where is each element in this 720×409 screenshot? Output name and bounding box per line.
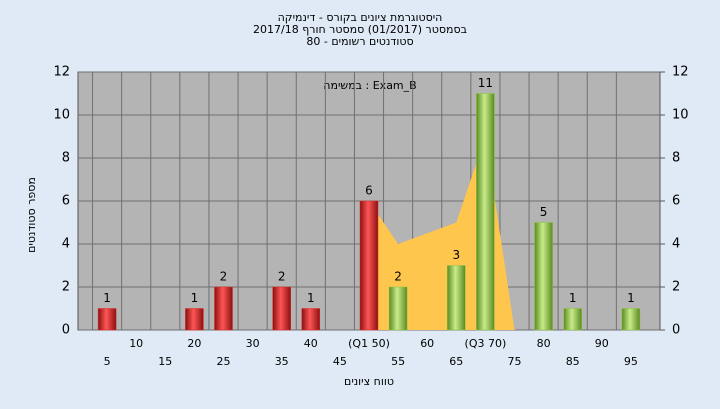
bar: [97, 308, 117, 331]
y2-tick-label: 4: [672, 237, 680, 252]
data-label: 1: [627, 291, 635, 305]
bar: [621, 308, 641, 331]
annotation: במשימה : Exam_B: [323, 79, 416, 92]
data-label: 1: [307, 291, 315, 305]
x-tick-label: (Q3 70): [465, 337, 507, 350]
y-tick-label: 12: [53, 65, 70, 80]
y-axis-label: מספר סטודנטים: [25, 177, 38, 253]
y2-tick-label: 8: [672, 151, 680, 166]
bar: [563, 308, 582, 331]
bar: [301, 308, 321, 331]
bar: [214, 286, 233, 331]
bar: [447, 265, 466, 331]
x-tick-label: 60: [420, 337, 434, 350]
x-tick-label: 25: [217, 355, 231, 368]
x-tick-label: 90: [595, 337, 609, 350]
data-label: 1: [569, 291, 577, 305]
y2-tick-label: 6: [672, 194, 680, 209]
x-tick-label: 85: [566, 355, 580, 368]
x-tick-label: 40: [304, 337, 318, 350]
bar: [388, 286, 408, 331]
x-tick-label: (Q1 50): [348, 337, 390, 350]
x-tick-label: 55: [391, 355, 405, 368]
y-tick-label: 0: [62, 323, 70, 338]
data-label: 1: [191, 291, 199, 305]
x-tick-label: 95: [624, 355, 638, 368]
y2-tick-label: 2: [672, 280, 680, 295]
bar: [272, 286, 291, 331]
data-label: 3: [452, 248, 460, 262]
y2-tick-label: 12: [672, 65, 689, 80]
x-tick-label: 20: [187, 337, 201, 350]
bar: [185, 308, 204, 331]
data-label: 5: [540, 205, 548, 219]
data-label: 2: [278, 270, 286, 284]
x-tick-label: 45: [333, 355, 347, 368]
data-label: 2: [220, 270, 228, 284]
chart-title: היסטוגרמת ציונים בקורס - דינמיקה: [278, 11, 443, 24]
x-tick-label: 5: [104, 355, 111, 368]
x-tick-label: 15: [158, 355, 172, 368]
bar: [359, 200, 379, 331]
y-tick-label: 10: [53, 108, 70, 123]
data-label: 2: [394, 270, 402, 284]
x-tick-label: 75: [508, 355, 522, 368]
data-label: 11: [478, 76, 493, 90]
data-label: 1: [103, 291, 111, 305]
x-tick-label: 10: [129, 337, 143, 350]
y-tick-label: 6: [62, 194, 70, 209]
bar: [534, 222, 553, 331]
x-tick-label: 65: [449, 355, 463, 368]
chart-subtitle: בסמסטר (01/2017) סמסטר חורף 2017/18: [253, 23, 467, 36]
bar: [476, 93, 495, 331]
y-tick-label: 8: [62, 151, 70, 166]
y2-tick-label: 0: [672, 323, 680, 338]
x-tick-label: 80: [537, 337, 551, 350]
x-axis-label: טווח ציונים: [344, 375, 394, 388]
y2-tick-label: 10: [672, 108, 689, 123]
x-tick-label: 35: [275, 355, 289, 368]
y-tick-label: 4: [62, 237, 70, 252]
chart-subtitle: סטודנטים רשומים - 80: [306, 35, 413, 48]
x-tick-label: 30: [246, 337, 260, 350]
y-tick-label: 2: [62, 280, 70, 295]
data-label: 6: [365, 184, 373, 198]
